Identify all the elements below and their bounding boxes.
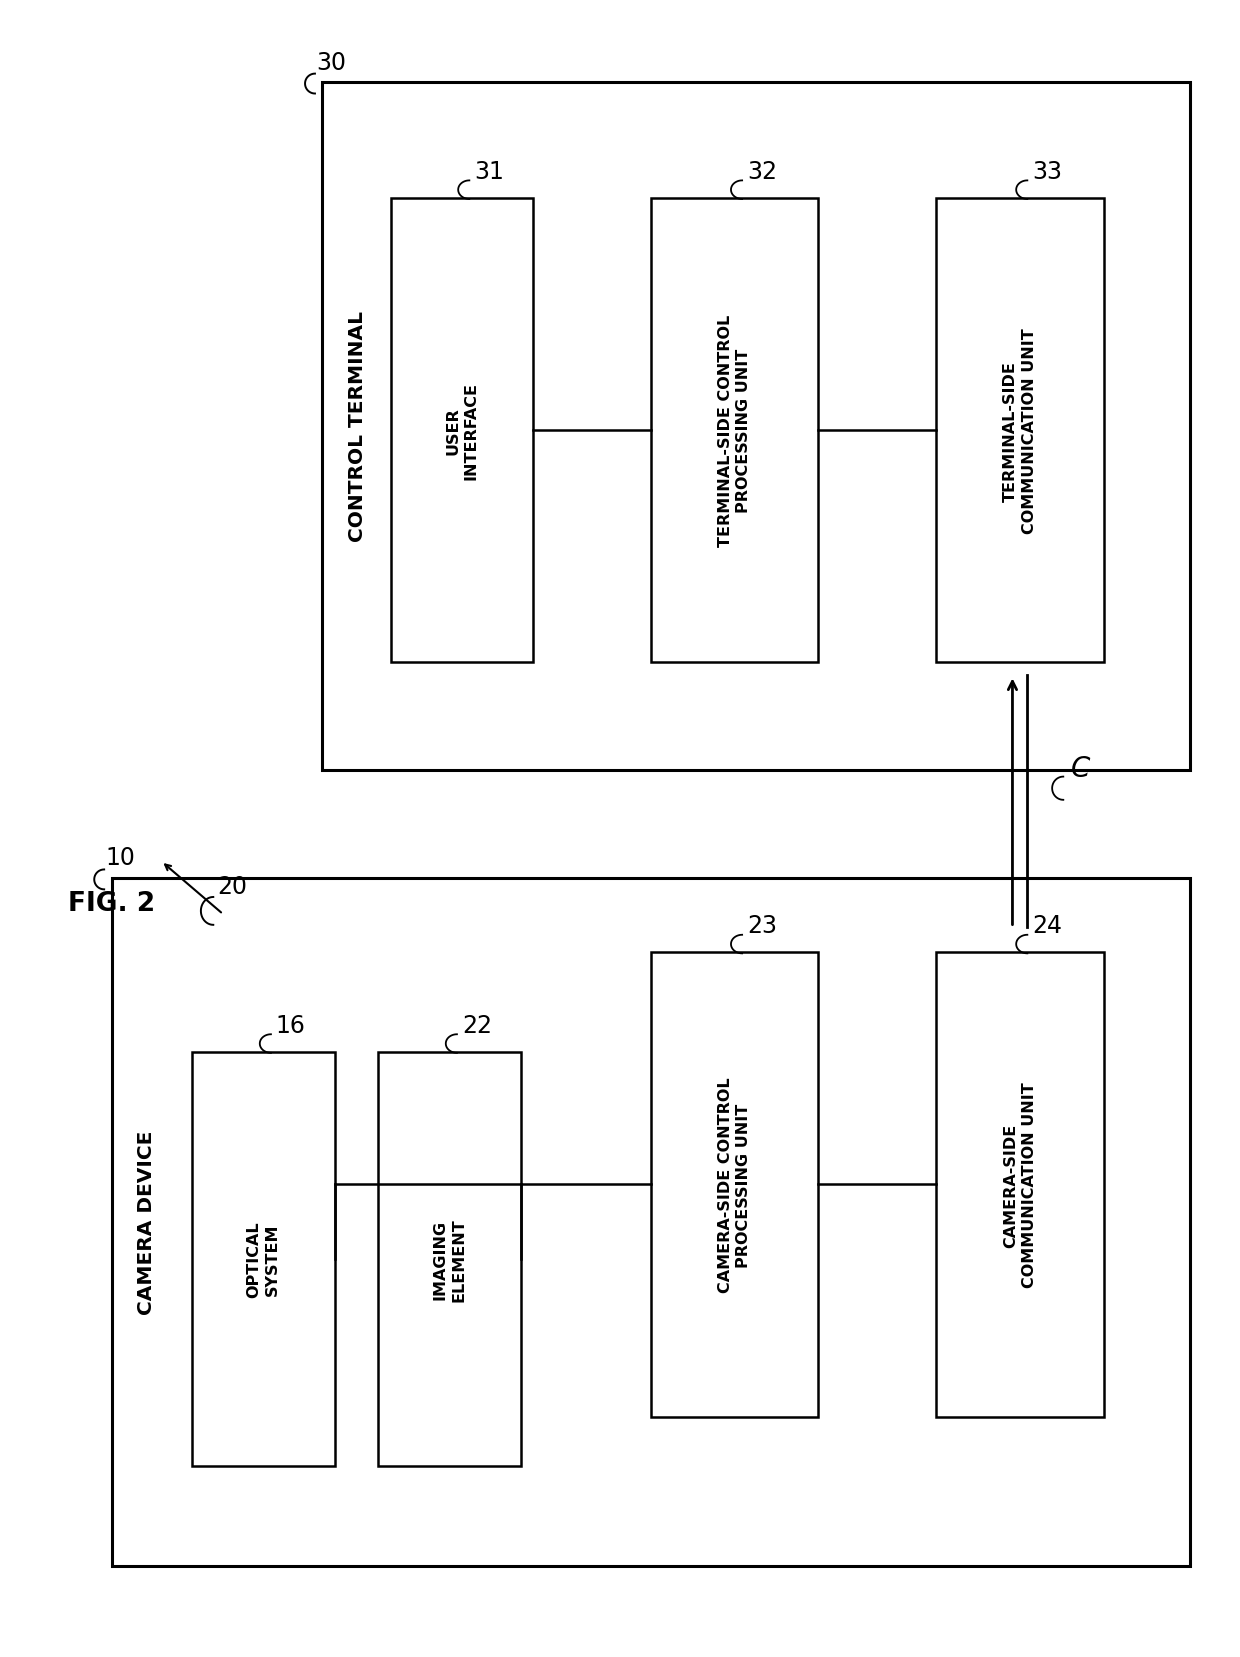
Text: TERMINAL-SIDE
COMMUNICATION UNIT: TERMINAL-SIDE COMMUNICATION UNIT [1003,328,1037,534]
Bar [651,953,818,1417]
Bar [651,199,818,663]
Text: OPTICAL
SYSTEM: OPTICAL SYSTEM [247,1221,280,1297]
Bar [112,878,1190,1566]
Text: USER
INTERFACE: USER INTERFACE [445,381,479,481]
Bar [378,1052,521,1466]
Text: 20: 20 [217,875,247,898]
Text: 32: 32 [746,161,777,184]
Bar [936,953,1104,1417]
Text: CAMERA DEVICE: CAMERA DEVICE [136,1130,156,1314]
Bar [192,1052,335,1466]
Text: 33: 33 [1032,161,1063,184]
Text: CAMERA-SIDE
COMMUNICATION UNIT: CAMERA-SIDE COMMUNICATION UNIT [1003,1082,1037,1287]
Text: 31: 31 [474,161,505,184]
Text: 24: 24 [1032,915,1063,938]
Text: 10: 10 [105,847,135,870]
Text: C: C [1071,756,1090,782]
Text: 22: 22 [461,1014,492,1037]
Text: 16: 16 [275,1014,306,1037]
Text: CAMERA-SIDE CONTROL
PROCESSING UNIT: CAMERA-SIDE CONTROL PROCESSING UNIT [718,1077,751,1292]
Text: 30: 30 [316,51,346,75]
Text: TERMINAL-SIDE CONTROL
PROCESSING UNIT: TERMINAL-SIDE CONTROL PROCESSING UNIT [718,315,751,547]
Text: IMAGING
ELEMENT: IMAGING ELEMENT [433,1218,466,1301]
Text: 23: 23 [746,915,777,938]
Bar [936,199,1104,663]
Text: CONTROL TERMINAL: CONTROL TERMINAL [347,312,367,542]
Bar [322,83,1190,771]
Bar [391,199,533,663]
Text: FIG. 2: FIG. 2 [68,890,155,916]
